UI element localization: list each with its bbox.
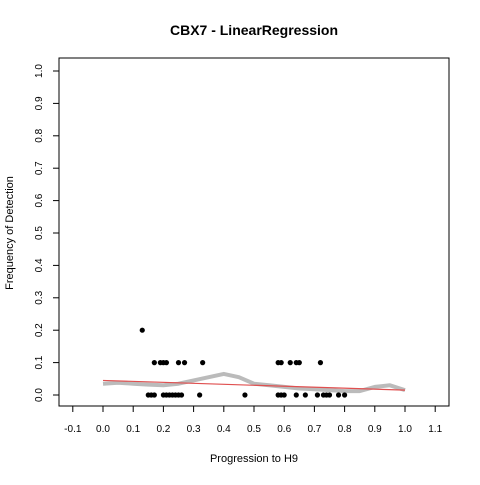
data-point: [139, 327, 145, 333]
x-tick-label: 0.9: [368, 424, 382, 435]
data-point: [342, 392, 348, 398]
data-point: [317, 360, 324, 366]
x-tick-label: 0.8: [338, 424, 352, 435]
x-tick-label: 1.0: [398, 424, 412, 435]
data-points: [139, 327, 348, 398]
data-point: [281, 392, 287, 398]
data-point: [200, 360, 206, 366]
chart-title: CBX7 - LinearRegression: [170, 22, 338, 38]
y-tick-label: 0.3: [34, 290, 45, 304]
y-axis-label: Frequency of Detection: [4, 176, 16, 290]
y-tick-label: 0.5: [34, 226, 45, 240]
regression-line: [102, 379, 406, 391]
data-point: [278, 360, 284, 366]
data-point: [314, 392, 321, 398]
x-tick-label: 0.1: [126, 424, 140, 435]
y-tick-label: 0.4: [34, 258, 45, 272]
y-tick-label: 0.1: [34, 355, 45, 369]
y-tick-label: 0.8: [34, 128, 45, 142]
x-tick-label: 0.7: [307, 424, 321, 435]
data-point: [175, 360, 182, 366]
data-point: [326, 392, 333, 398]
y-tick-label: 0.9: [34, 96, 45, 110]
data-point: [296, 360, 302, 366]
x-tick-label: 0.3: [187, 424, 201, 435]
data-point: [181, 360, 188, 366]
data-point: [242, 392, 248, 398]
x-tick-label: 0.4: [217, 424, 231, 435]
x-tick-label: 0.6: [277, 424, 291, 435]
data-point: [197, 392, 203, 398]
data-point: [178, 392, 185, 398]
x-tick-label: 0.5: [247, 424, 261, 435]
data-point: [293, 392, 299, 398]
plot-frame: [58, 57, 450, 407]
y-tick-label: 0.2: [34, 323, 45, 337]
x-axis-label: Progression to H9: [210, 453, 298, 465]
y-tick-label: 1.0: [34, 64, 45, 78]
y-tick-label: 0.6: [34, 193, 45, 207]
data-point: [151, 360, 157, 366]
data-point: [335, 392, 342, 398]
x-tick-label: -0.1: [64, 424, 82, 435]
regression-fit-line: [102, 379, 406, 391]
data-point: [151, 392, 157, 398]
smooth-curve-line: [102, 371, 406, 394]
x-tick-label: 0.2: [156, 424, 170, 435]
x-tick-label: 1.1: [428, 424, 442, 435]
x-tick-label: 0.0: [96, 424, 110, 435]
smooth-curve: [102, 371, 406, 394]
data-point: [302, 392, 308, 398]
data-point: [163, 360, 170, 366]
y-tick-label: 0.0: [34, 388, 45, 402]
axes: -0.1 0.0 0.1 0.2 0.3 0.4 0.5 0.6 0.7 0.8 0.9 1.0 1.1…: [34, 64, 443, 435]
data-point: [287, 360, 293, 366]
y-tick-label: 0.7: [34, 161, 45, 175]
